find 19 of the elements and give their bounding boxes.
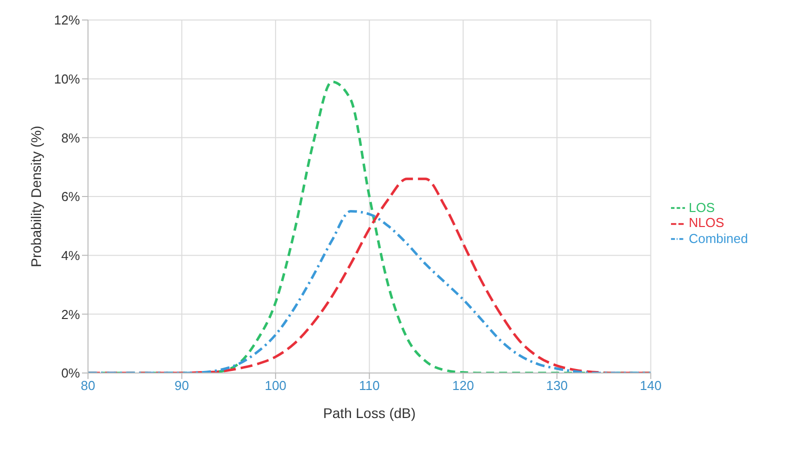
x-tick-label: 140 (640, 378, 662, 394)
x-tick-label: 80 (80, 378, 96, 394)
legend-label: LOS (688, 200, 715, 215)
x-axis-title: Path Loss (dB) (323, 405, 416, 421)
y-tick-label: 12% (54, 12, 80, 28)
y-tick-label: 6% (61, 189, 80, 204)
y-tick-label: 2% (61, 306, 80, 322)
legend-label: NLOS (688, 215, 724, 230)
y-axis-title: Probability Density (%) (28, 126, 44, 268)
x-tick-label: 100 (264, 378, 286, 394)
y-tick-label: 8% (61, 130, 80, 146)
x-tick-label: 120 (452, 378, 474, 394)
x-tick-label: 110 (359, 378, 380, 394)
x-tick-label: 90 (174, 378, 190, 394)
y-tick-label: 10% (54, 71, 80, 86)
y-tick-label: 0% (61, 366, 80, 381)
legend-label: Combined (688, 230, 748, 246)
x-tick-label: 130 (546, 378, 568, 394)
y-tick-label: 4% (61, 248, 80, 263)
